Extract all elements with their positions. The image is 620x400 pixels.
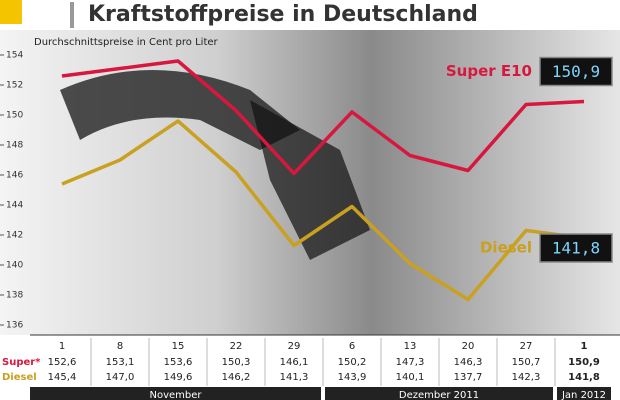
y-tick-label: 146 <box>6 171 23 181</box>
x-tick-label: 29 <box>288 341 301 352</box>
x-tick-label: 1 <box>59 341 65 352</box>
value-label: 146,1 <box>280 357 309 368</box>
value-label: 153,6 <box>164 357 193 368</box>
value-label: 146,3 <box>454 357 483 368</box>
value-label: 140,1 <box>396 372 425 383</box>
value-label: 141,3 <box>280 372 309 383</box>
price-display-value: 141,8 <box>552 239 600 258</box>
x-tick-label: 13 <box>404 341 417 352</box>
series-line <box>61 59 585 176</box>
x-tick-label: 20 <box>462 341 475 352</box>
value-label: 150,3 <box>222 357 251 368</box>
month-band <box>557 387 611 400</box>
value-label: 153,1 <box>106 357 135 368</box>
value-label: 143,9 <box>338 372 367 383</box>
month-band <box>325 387 553 400</box>
month-label: Dezember 2011 <box>399 390 479 400</box>
chart-title: Kraftstoffpreise in Deutschland <box>88 2 478 27</box>
subtitle: Durchschnittspreise in Cent pro Liter <box>34 37 219 48</box>
nozzle-shape <box>60 70 300 150</box>
y-tick-label: 150 <box>6 111 23 121</box>
y-tick-label: 152 <box>6 81 23 91</box>
y-tick-label: 144 <box>6 201 23 211</box>
price-display <box>539 56 613 87</box>
legend-label: Diesel <box>480 239 532 257</box>
month-label: November <box>149 390 202 400</box>
value-label: 152,6 <box>48 357 77 368</box>
y-tick-label: 140 <box>6 261 23 271</box>
row-label: Super* <box>2 357 41 368</box>
row-label: Diesel <box>2 372 37 383</box>
value-label: 150,9 <box>568 357 600 368</box>
value-label: 147,0 <box>106 372 135 383</box>
logo-square <box>0 0 22 24</box>
value-label: 150,2 <box>338 357 367 368</box>
month-label: Jan 2012 <box>561 390 606 400</box>
value-label: 145,4 <box>48 372 77 383</box>
value-label: 137,7 <box>454 372 483 383</box>
title-bar <box>70 2 74 28</box>
y-tick-label: 142 <box>6 231 23 241</box>
y-tick-label: 154 <box>6 51 23 61</box>
value-label: 142,3 <box>512 372 541 383</box>
value-label: 146,2 <box>222 372 251 383</box>
x-tick-label: 27 <box>520 341 533 352</box>
x-tick-label: 8 <box>117 341 123 352</box>
y-tick-label: 136 <box>6 321 23 331</box>
x-tick-label: 6 <box>349 341 355 352</box>
value-label: 147,3 <box>396 357 425 368</box>
series-line <box>61 119 585 302</box>
price-display <box>539 233 613 263</box>
price-display-value: 150,9 <box>552 62 600 81</box>
month-band <box>30 387 321 400</box>
legend-label: Super E10 <box>446 62 532 80</box>
title-band <box>0 0 620 30</box>
value-label: 141,8 <box>568 372 600 383</box>
y-tick-label: 148 <box>6 141 23 151</box>
x-tick-label: 15 <box>172 341 185 352</box>
y-tick-label: 138 <box>6 291 23 301</box>
nozzle-body <box>250 100 370 260</box>
x-tick-label: 1 <box>581 341 588 352</box>
value-label: 150,7 <box>512 357 541 368</box>
x-tick-label: 22 <box>230 341 243 352</box>
value-label: 149,6 <box>164 372 193 383</box>
